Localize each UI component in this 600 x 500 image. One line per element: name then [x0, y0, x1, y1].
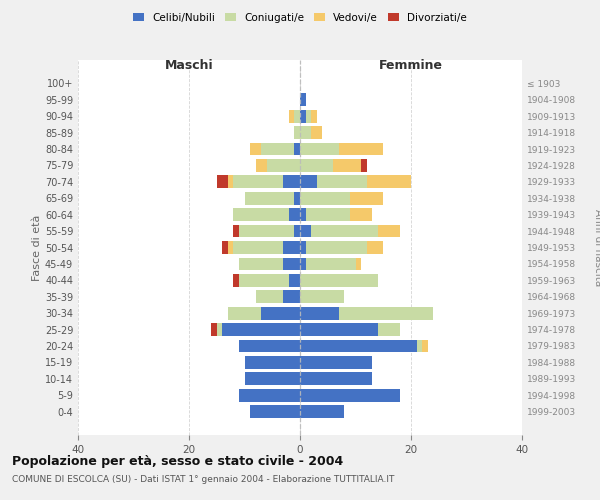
Bar	[305, 241, 367, 254]
Bar	[300, 356, 372, 368]
Bar	[300, 176, 317, 188]
Y-axis label: Fasce di età: Fasce di età	[32, 214, 42, 280]
Bar	[300, 159, 334, 172]
Bar	[239, 258, 283, 270]
Bar	[245, 372, 300, 385]
Bar	[339, 142, 383, 156]
Bar	[256, 290, 283, 303]
Bar	[295, 110, 300, 122]
Bar	[217, 176, 228, 188]
Y-axis label: Anni di nascita: Anni di nascita	[593, 209, 600, 286]
Bar	[228, 241, 233, 254]
Bar	[295, 192, 300, 204]
Bar	[261, 142, 295, 156]
Bar	[300, 142, 339, 156]
Bar	[300, 224, 311, 237]
Legend: Celibi/Nubili, Coniugati/e, Vedovi/e, Divorziati/e: Celibi/Nubili, Coniugati/e, Vedovi/e, Di…	[133, 12, 467, 22]
Bar	[245, 192, 295, 204]
Bar	[295, 224, 300, 237]
Bar	[339, 306, 433, 320]
Bar	[289, 274, 300, 286]
Bar	[228, 176, 233, 188]
Bar	[250, 405, 300, 418]
Bar	[422, 340, 428, 352]
Bar	[239, 224, 295, 237]
Bar	[350, 192, 383, 204]
Bar	[300, 290, 344, 303]
Bar	[250, 142, 261, 156]
Text: Maschi: Maschi	[164, 59, 214, 72]
Bar	[233, 176, 283, 188]
Bar	[239, 274, 289, 286]
Bar	[233, 208, 289, 221]
Bar	[305, 208, 350, 221]
Bar	[300, 94, 305, 106]
Bar	[283, 176, 300, 188]
Bar	[300, 306, 339, 320]
Bar	[289, 110, 295, 122]
Bar	[283, 258, 300, 270]
Bar	[222, 323, 300, 336]
Bar	[311, 126, 322, 139]
Bar	[317, 176, 367, 188]
Bar	[261, 306, 300, 320]
Bar	[300, 405, 344, 418]
Bar	[211, 323, 217, 336]
Bar	[361, 159, 367, 172]
Bar	[311, 110, 317, 122]
Bar	[222, 241, 228, 254]
Bar	[378, 224, 400, 237]
Bar	[300, 208, 305, 221]
Bar	[350, 208, 372, 221]
Bar	[283, 290, 300, 303]
Bar	[300, 372, 372, 385]
Bar	[378, 323, 400, 336]
Bar	[233, 274, 239, 286]
Bar	[228, 306, 261, 320]
Bar	[300, 274, 378, 286]
Bar	[256, 159, 266, 172]
Bar	[245, 356, 300, 368]
Bar	[311, 224, 378, 237]
Bar	[355, 258, 361, 270]
Bar	[416, 340, 422, 352]
Bar	[300, 323, 378, 336]
Bar	[300, 389, 400, 402]
Bar	[334, 159, 361, 172]
Bar	[305, 110, 311, 122]
Bar	[295, 142, 300, 156]
Bar	[300, 126, 311, 139]
Bar	[295, 126, 300, 139]
Bar	[305, 258, 355, 270]
Bar	[283, 241, 300, 254]
Text: Femmine: Femmine	[379, 59, 443, 72]
Bar	[367, 241, 383, 254]
Bar	[217, 323, 222, 336]
Bar	[300, 110, 305, 122]
Bar	[239, 389, 300, 402]
Bar	[300, 340, 416, 352]
Bar	[233, 224, 239, 237]
Bar	[300, 241, 305, 254]
Bar	[289, 208, 300, 221]
Bar	[300, 192, 350, 204]
Text: COMUNE DI ESCOLCA (SU) - Dati ISTAT 1° gennaio 2004 - Elaborazione TUTTITALIA.IT: COMUNE DI ESCOLCA (SU) - Dati ISTAT 1° g…	[12, 475, 394, 484]
Text: Popolazione per età, sesso e stato civile - 2004: Popolazione per età, sesso e stato civil…	[12, 455, 343, 468]
Bar	[239, 340, 300, 352]
Bar	[233, 241, 283, 254]
Bar	[367, 176, 411, 188]
Bar	[266, 159, 300, 172]
Bar	[300, 258, 305, 270]
